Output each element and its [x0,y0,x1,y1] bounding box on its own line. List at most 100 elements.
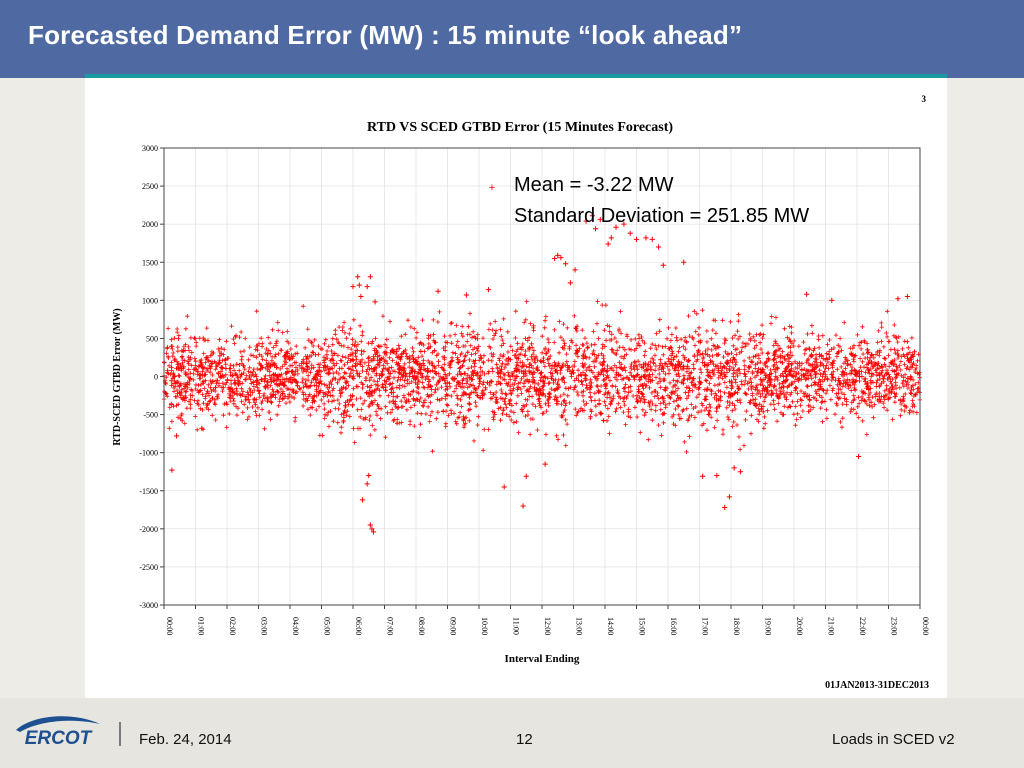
scatter-point [592,226,599,232]
scatter-point [542,461,548,467]
ercot-logo: ERCOT [16,716,100,749]
scatter-point [364,284,370,290]
x-tick-label: 07:00 [386,617,395,635]
scatter-point [174,433,180,439]
scatter-point [649,236,655,242]
footer-bar [0,698,1024,768]
x-tick-label: 09:00 [449,617,458,635]
scatter-point [572,267,578,273]
legend-marker: + [489,182,495,194]
outlier-points [169,213,910,535]
ercot-logo-text: ERCOT [25,728,93,749]
scatter-point [681,259,687,265]
x-tick-label: 04:00 [291,617,300,635]
y-tick-label: -2000 [139,525,158,534]
x-tick-label: 23:00 [890,617,899,635]
x-tick-label: 15:00 [638,617,647,635]
scatter-point [563,261,569,267]
scatter-point [463,292,469,298]
x-tick-label: 11:00 [512,617,521,635]
y-axis-label: RTD-SCED GTBD Error (MW) [112,308,123,445]
x-tick-label: 01:00 [197,617,206,635]
scatter-point [199,425,205,431]
y-tick-label: -1500 [139,487,158,496]
x-tick-label: 00:00 [921,617,930,635]
x-tick-label: 13:00 [575,617,584,635]
title-accent-line [0,74,1024,78]
scatter-point [633,236,640,242]
std-annotation: Standard Deviation = 251.85 MW [514,205,809,227]
scatter-point [660,262,666,268]
x-tick-label: 12:00 [543,617,552,635]
scatter-point [700,473,706,479]
scatter-point [589,213,595,219]
scatter-point [555,252,561,258]
x-tick-label: 05:00 [323,617,332,635]
x-tick-label: 17:00 [701,617,710,635]
footer-date: Feb. 24, 2014 [139,731,232,748]
page-number: 12 [516,731,533,748]
scatter-point [355,274,361,280]
x-axis-label: Interval Ending [505,653,580,665]
scatter-point [726,494,733,500]
scatter-point [367,522,373,528]
scatter-point [613,224,619,230]
data-points [161,299,923,455]
scatter-point [370,529,377,535]
scatter-point [714,472,720,479]
scatter-point [643,235,649,241]
scatter-point [523,473,529,479]
x-tick-label: 03:00 [260,617,269,635]
scatter-point [372,299,378,305]
x-tick-label: 20:00 [795,617,804,635]
y-tick-label: -2500 [139,563,158,572]
y-tick-label: 0 [154,373,158,382]
scatter-point [621,221,627,227]
chart-title: RTD VS SCED GTBD Error (15 Minutes Forec… [367,120,673,135]
title-bar: Forecasted Demand Error (MW) : 15 minute… [0,0,1024,74]
scatter-point [358,293,364,300]
date-range-label: 01JAN2013-31DEC2013 [825,680,929,691]
scatter-point [804,291,810,297]
x-tick-label: 02:00 [228,617,237,635]
x-tick-label: 16:00 [669,617,678,635]
title-bar-extension-right [947,74,1024,78]
y-tick-label: 3000 [142,144,158,153]
footer-title: Loads in SCED v2 [832,731,955,748]
corner-number: 3 [922,94,927,104]
footer-divider [119,722,121,746]
x-tick-label: 10:00 [480,617,489,635]
scatter-point [350,284,356,290]
scatter-point [369,526,375,532]
scatter-point [855,453,862,460]
x-tick-label: 00:00 [165,617,174,635]
x-tick-label: 21:00 [827,617,836,635]
y-tick-label: -1000 [139,449,158,458]
y-tick-label: 2000 [142,220,158,229]
scatter-point [552,255,558,262]
x-axis-ticks: 00:00 01:00 02:00 03:00 04:00 05:00 06:00 07:00… [163,605,930,635]
scatter-point [722,504,728,511]
scatter-point [895,296,901,302]
y-tick-label: 1000 [142,296,158,305]
scatter-point [366,472,372,479]
scatter-point [356,282,362,288]
x-tick-label: 22:00 [858,617,867,635]
scatter-point [731,465,737,471]
scatter-point [627,230,633,236]
scatter-point [597,216,603,223]
scatter-point [485,287,492,293]
scatter-point [605,241,611,247]
scatter-point [359,497,366,503]
scatter-point [520,503,526,509]
x-tick-label: 14:00 [606,617,615,635]
scatter-point [567,280,573,286]
mean-annotation: Mean = -3.22 MW [514,174,674,196]
scatter-point [364,481,370,487]
scatter-point [367,274,373,280]
x-tick-label: 18:00 [732,617,741,635]
scatter-point [904,293,910,300]
scatter-point [608,235,614,241]
scatter-point [169,467,175,473]
